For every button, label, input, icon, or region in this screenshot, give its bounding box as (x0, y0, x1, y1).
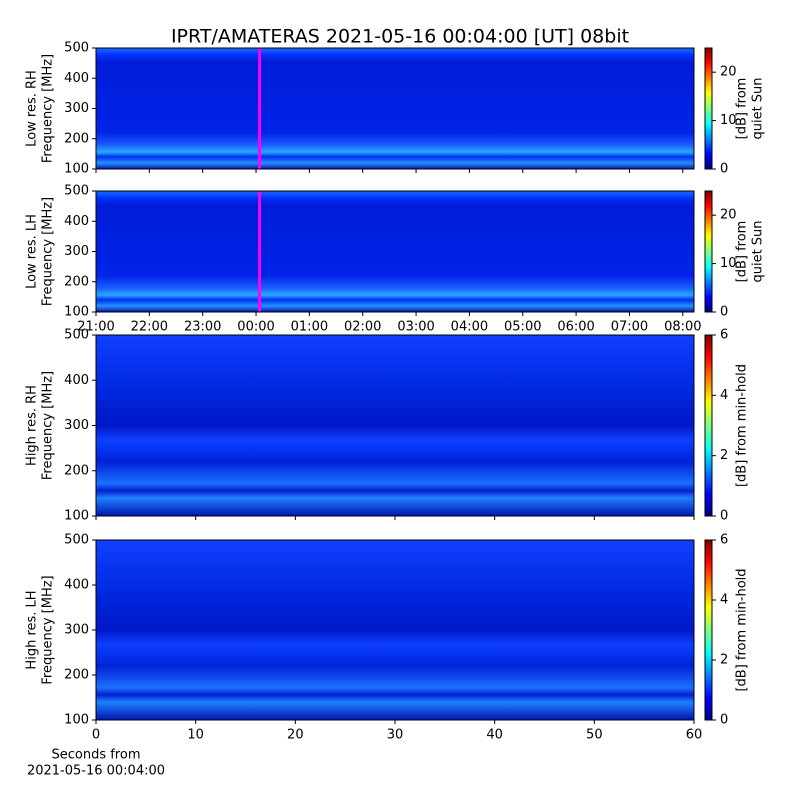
colorbar-tick-label: 0 (720, 305, 728, 320)
colorbar-tick-label: 2 (720, 448, 728, 463)
x-tick-label: 20 (287, 728, 304, 743)
y-tick-label: 200 (64, 274, 89, 289)
colorbar-tick-label: 0 (720, 509, 728, 524)
y-tick-label: 500 (64, 184, 89, 199)
x-axis-label: 2021-05-16 00:04:00 (27, 764, 165, 779)
y-axis-label: Frequency [MHz] (41, 54, 56, 163)
colorbar-tick-label: 0 (720, 713, 728, 728)
colorbar (704, 190, 713, 313)
y-tick-label: 300 (64, 101, 89, 116)
x-tick-label: 07:00 (611, 320, 648, 335)
colorbar (704, 334, 713, 517)
colorbar (704, 47, 713, 170)
colorbar (704, 539, 713, 721)
x-tick-label: 50 (586, 728, 603, 743)
x-tick-label: 00:00 (237, 320, 274, 335)
y-tick-label: 200 (64, 463, 89, 478)
y-tick-label: 100 (64, 509, 89, 524)
colorbar-tick-label: 20 (720, 208, 737, 223)
colorbar-label: [dB] from (735, 78, 750, 140)
x-tick-label: 21:00 (77, 320, 114, 335)
spectrogram (96, 335, 694, 516)
colorbar-tick-label: 4 (720, 388, 728, 403)
y-axis-label: Frequency [MHz] (41, 197, 56, 306)
colorbar-tick-label: 20 (720, 65, 737, 80)
y-tick-label: 400 (64, 373, 89, 388)
x-tick-label: 01:00 (291, 320, 328, 335)
colorbar-label: [dB] from min-hold (735, 364, 750, 487)
y-tick-label: 100 (64, 162, 89, 177)
y-tick-label: 300 (64, 244, 89, 259)
y-tick-label: 300 (64, 418, 89, 433)
x-tick-label: 02:00 (344, 320, 381, 335)
x-tick-label: 10 (187, 728, 204, 743)
y-tick-label: 100 (64, 305, 89, 320)
chart-title: IPRT/AMATERAS 2021-05-16 00:04:00 [UT] 0… (171, 26, 629, 48)
colorbar-tick-label: 4 (720, 593, 728, 608)
x-tick-label: 08:00 (664, 320, 701, 335)
x-tick-label: 40 (486, 728, 503, 743)
y-axis-label: Low res. RH (25, 70, 40, 147)
y-axis-label: Frequency [MHz] (41, 575, 56, 684)
y-axis-label: High res. RH (25, 385, 40, 466)
x-axis-label: Seconds from (51, 748, 140, 763)
colorbar-tick-label: 6 (720, 533, 728, 548)
colorbar-label: quiet Sun (751, 220, 766, 282)
colorbar-label: [dB] from (735, 221, 750, 283)
x-tick-label: 06:00 (557, 320, 594, 335)
colorbar-label: quiet Sun (751, 77, 766, 139)
y-tick-label: 500 (64, 41, 89, 56)
x-tick-label: 0 (92, 728, 100, 743)
y-axis-label: High res. LH (25, 590, 40, 669)
x-tick-label: 30 (387, 728, 404, 743)
spectrogram (96, 540, 694, 720)
y-tick-label: 400 (64, 214, 89, 229)
colorbar-tick-label: 10 (720, 256, 737, 271)
y-tick-label: 400 (64, 71, 89, 86)
colorbar-tick-label: 10 (720, 113, 737, 128)
colorbar-tick-label: 2 (720, 653, 728, 668)
x-tick-label: 05:00 (504, 320, 541, 335)
y-tick-label: 500 (64, 328, 89, 343)
spectrogram (96, 191, 694, 312)
spectrogram (96, 48, 694, 169)
x-tick-label: 60 (686, 728, 703, 743)
y-tick-label: 100 (64, 713, 89, 728)
colorbar-label: [dB] from min-hold (735, 568, 750, 691)
y-axis-label: Frequency [MHz] (41, 371, 56, 480)
y-tick-label: 500 (64, 533, 89, 548)
y-axis-label: Low res. LH (25, 214, 40, 289)
x-tick-label: 03:00 (397, 320, 434, 335)
y-tick-label: 200 (64, 668, 89, 683)
y-tick-label: 400 (64, 578, 89, 593)
y-tick-label: 300 (64, 623, 89, 638)
y-tick-label: 200 (64, 131, 89, 146)
x-tick-label: 22:00 (131, 320, 168, 335)
x-tick-label: 04:00 (451, 320, 488, 335)
colorbar-tick-label: 0 (720, 162, 728, 177)
x-tick-label: 23:00 (184, 320, 221, 335)
colorbar-tick-label: 6 (720, 328, 728, 343)
